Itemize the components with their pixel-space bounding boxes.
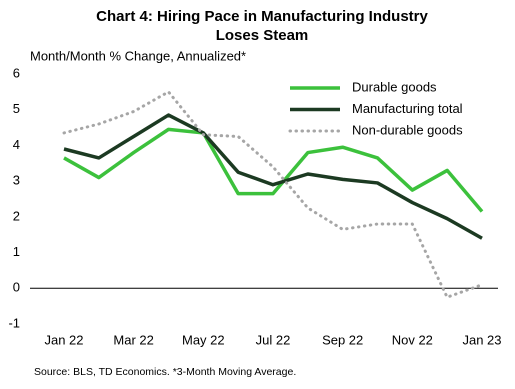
series-line	[63, 113, 483, 240]
y-tick-label: 0	[13, 280, 20, 295]
x-tick-label: Jan 23	[462, 332, 501, 347]
y-axis-label: Month/Month % Change, Annualized*	[30, 48, 246, 63]
x-tick-label: Mar 22	[113, 332, 153, 347]
y-tick-label: 6	[13, 65, 20, 80]
legend-label: Durable goods	[352, 79, 437, 94]
series-line	[63, 127, 484, 213]
legend-label: Manufacturing total	[352, 101, 463, 116]
chart-title: Chart 4: Hiring Pace in Manufacturing In…	[96, 8, 428, 25]
legend-label: Non-durable goods	[352, 122, 463, 137]
x-tick-label: Jan 22	[44, 332, 83, 347]
y-tick-label: 1	[13, 244, 20, 259]
x-tick-label: Nov 22	[392, 332, 433, 347]
chart-title: Loses Steam	[216, 27, 309, 44]
y-tick-label: 2	[13, 208, 20, 223]
y-tick-label: 3	[13, 173, 20, 188]
x-tick-label: Sep 22	[322, 332, 363, 347]
source-note: Source: BLS, TD Economics. *3-Month Movi…	[34, 366, 296, 378]
series-line	[62, 90, 484, 299]
y-tick-label: 5	[13, 101, 20, 116]
y-tick-label: -1	[8, 315, 20, 330]
x-tick-label: Jul 22	[256, 332, 291, 347]
x-tick-label: May 22	[182, 332, 225, 347]
y-tick-label: 4	[13, 137, 20, 152]
